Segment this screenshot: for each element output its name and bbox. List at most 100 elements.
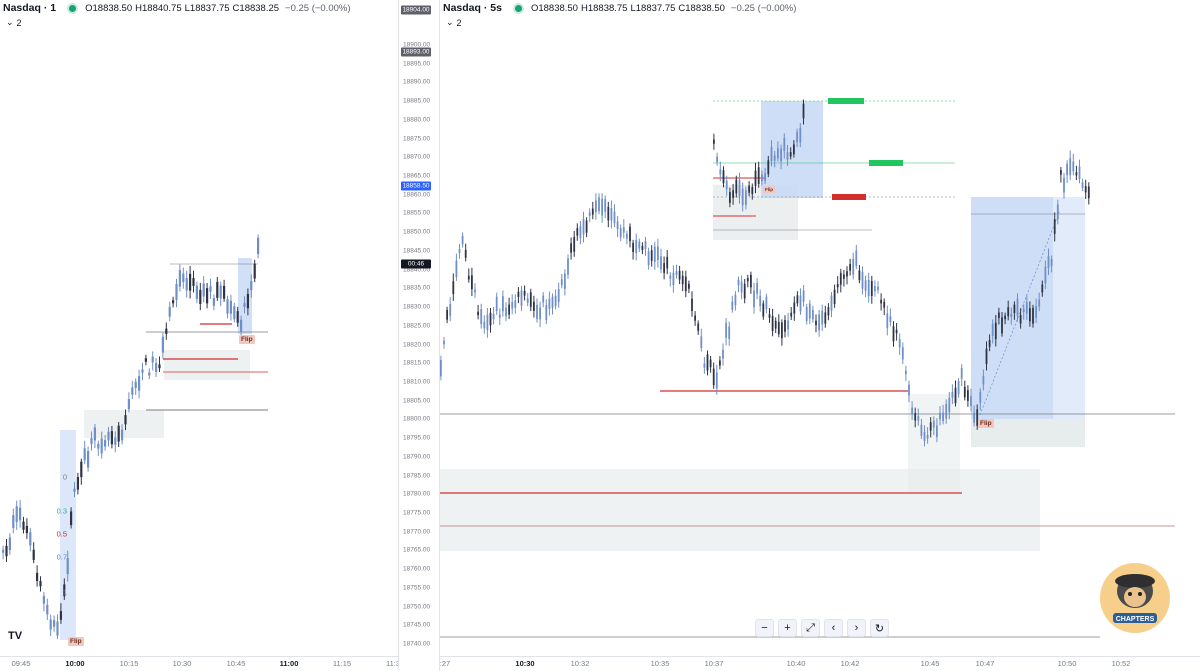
candle-body: [684, 276, 687, 292]
candle-body: [644, 241, 647, 250]
candle-body: [824, 312, 827, 324]
candle-body: [960, 367, 963, 379]
candle-body: [8, 537, 11, 550]
candle-body: [764, 173, 766, 182]
right-indicator-toggle[interactable]: ⌄ 2: [443, 16, 465, 29]
entry-order[interactable]: [869, 160, 903, 166]
candle-body: [1025, 302, 1028, 314]
candle-body: [932, 420, 935, 428]
left-flip-tag: Flip: [239, 335, 255, 344]
candle-body: [1084, 186, 1087, 193]
candle-body: [883, 301, 886, 308]
long-position-profit-zone: [1053, 197, 1085, 419]
reset-icon: ↻: [874, 622, 885, 635]
candle-body: [793, 302, 796, 314]
candle-body: [1081, 182, 1084, 188]
price-tick-label: 18875.00: [403, 135, 431, 143]
candle-body: [212, 298, 215, 306]
candle-body: [87, 450, 90, 468]
zoom-out-button[interactable]: −: [755, 619, 774, 637]
candle-body: [994, 322, 997, 340]
candle-body: [657, 246, 659, 260]
left-chart-pane[interactable]: Nasdaq · 1 O18838.50 H18840.75 L18837.75 C1…: [0, 0, 398, 671]
candle-body: [716, 156, 718, 163]
candle-body: [688, 283, 690, 289]
candle-body: [610, 208, 613, 221]
candle-body: [886, 313, 889, 329]
candle-body: [771, 316, 774, 332]
candle-body: [520, 290, 523, 306]
candle-body: [725, 322, 727, 338]
left-indicator-count: 2: [16, 17, 22, 28]
candle-body: [898, 338, 901, 348]
take-profit-order[interactable]: [828, 98, 864, 104]
candle-body: [793, 144, 795, 155]
candle-body: [741, 188, 744, 206]
candle-body: [802, 103, 805, 119]
candle-body: [2, 549, 5, 553]
candle-body: [489, 312, 492, 326]
ohlc-key: O: [85, 2, 93, 14]
ohlc-key: L: [630, 2, 636, 14]
fullscreen-button[interactable]: ⤢: [801, 619, 820, 637]
candle-body: [148, 372, 151, 376]
candle-body: [936, 425, 938, 438]
candle-body: [691, 298, 693, 312]
candle-body: [799, 127, 802, 143]
candle-body: [790, 312, 793, 317]
candle-body: [486, 314, 489, 330]
candle-body: [799, 295, 802, 312]
candle-body: [151, 356, 154, 363]
right-time-axis[interactable]: :27 10:30 10:32 10:35 10:37 10:40 10:42 10:45 10…: [440, 656, 1200, 671]
right-chart-canvas[interactable]: [440, 0, 1200, 657]
candle-body: [1053, 219, 1056, 234]
candle-body: [548, 298, 551, 310]
zoom-in-button[interactable]: +: [778, 619, 797, 637]
price-axis[interactable]: 18900.00 18895.00 18890.00 18885.00 18880.00…: [398, 0, 440, 671]
candle-body: [880, 299, 882, 304]
candle-body: [19, 507, 22, 521]
candle-body: [830, 295, 833, 311]
candle-body: [514, 300, 517, 308]
left-time-axis[interactable]: 09:45 10:00 10:15 10:30 10:45 11:00 11:15 11:3: [0, 656, 398, 671]
scroll-right-button[interactable]: ›: [847, 619, 866, 637]
scroll-left-button[interactable]: ‹: [824, 619, 843, 637]
stop-loss-order[interactable]: [832, 194, 866, 200]
candle-body: [839, 272, 842, 285]
time-tick-label: :27: [440, 659, 451, 668]
candle-body: [1029, 308, 1031, 322]
right-symbol[interactable]: Nasdaq · 5s: [443, 2, 502, 14]
candle-body: [957, 381, 960, 394]
candle-body: [905, 370, 907, 375]
minus-icon: −: [761, 622, 768, 634]
price-tick-label: 18855.00: [403, 209, 431, 217]
candle-body: [117, 425, 120, 442]
candle-body: [172, 300, 175, 304]
tradingview-logo-icon[interactable]: TV: [8, 630, 23, 642]
right-indicator-count: 2: [456, 17, 462, 28]
candle-body: [815, 320, 817, 326]
candle-body: [781, 322, 783, 339]
price-tick-label: 18770.00: [403, 528, 431, 536]
candle-body: [59, 611, 62, 620]
reset-button[interactable]: ↻: [870, 619, 889, 637]
time-tick-label: 10:15: [119, 659, 139, 668]
ohlc-value: 18838.50: [538, 2, 578, 14]
ohlc-value: 18838.25: [239, 2, 280, 14]
left-change: −0.25 (−0.00%): [285, 2, 351, 14]
price-tick-label: 18865.00: [403, 172, 431, 180]
left-symbol[interactable]: Nasdaq · 1: [3, 2, 57, 14]
candle-body: [719, 169, 722, 175]
price-tick-label: 18740.00: [403, 640, 431, 648]
left-indicator-toggle[interactable]: ⌄ 2: [3, 16, 25, 29]
candle-body: [700, 336, 703, 349]
price-axis-label: 18904.00: [401, 5, 431, 15]
right-chart-pane[interactable]: Nasdaq · 5s O18838.50 H18838.75 L18837.75 C…: [440, 0, 1200, 671]
candle-body: [783, 138, 786, 151]
left-chart-canvas[interactable]: [0, 0, 398, 657]
candle-body: [29, 532, 32, 546]
candle-body: [619, 228, 622, 238]
candle-body: [725, 180, 728, 190]
candle-body: [715, 372, 718, 389]
candle-body: [728, 326, 731, 339]
